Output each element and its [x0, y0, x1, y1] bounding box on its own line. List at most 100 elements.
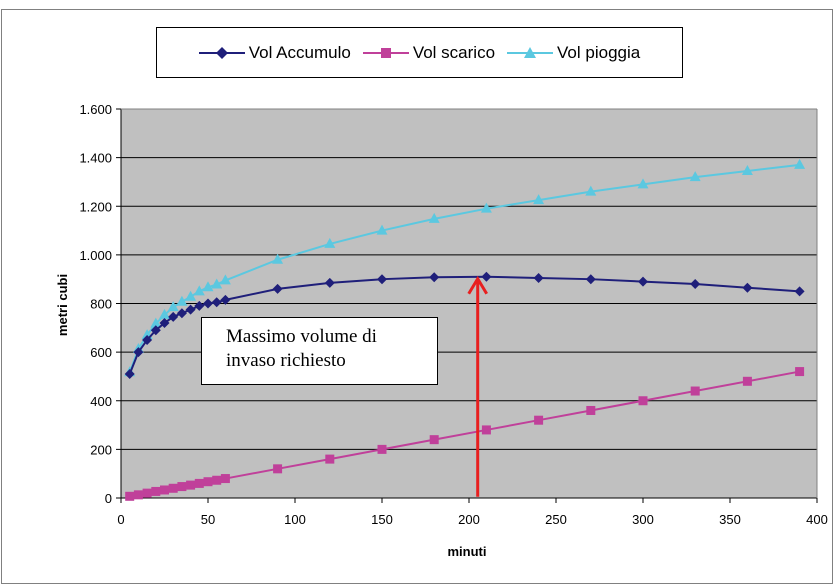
- data-point-0-1: [133, 347, 144, 358]
- data-point-1-14: [377, 444, 387, 454]
- y-tick-label: 1.200: [79, 199, 112, 214]
- y-tick-label: 1.000: [79, 248, 112, 263]
- data-point-0-4: [159, 317, 170, 328]
- data-point-0-8: [194, 300, 205, 311]
- data-point-0-7: [185, 304, 196, 315]
- data-point-0-6: [176, 308, 187, 319]
- annotation-box: Massimo volume di invaso richiesto: [201, 317, 438, 385]
- data-point-0-2: [142, 334, 153, 345]
- data-point-2-19: [637, 178, 649, 189]
- data-point-1-7: [186, 480, 196, 490]
- data-point-2-10: [211, 278, 223, 289]
- data-point-0-15: [429, 272, 440, 283]
- data-point-2-18: [585, 185, 597, 196]
- data-point-1-15: [429, 435, 439, 445]
- data-point-2-12: [272, 253, 284, 264]
- data-point-2-22: [794, 158, 806, 169]
- annotation-arrow-head: [467, 275, 488, 295]
- data-point-0-21: [742, 282, 753, 293]
- data-point-0-0: [124, 369, 135, 380]
- data-point-1-5: [168, 483, 178, 493]
- data-point-0-20: [690, 279, 701, 290]
- data-point-0-10: [211, 297, 222, 308]
- legend-swatch-accumulo: [198, 46, 245, 59]
- data-point-0-19: [638, 276, 648, 287]
- data-point-1-17: [534, 415, 544, 425]
- data-point-2-5: [167, 301, 179, 312]
- data-point-2-8: [193, 285, 205, 296]
- data-point-1-21: [742, 376, 752, 386]
- x-axis-label: minuti: [448, 544, 487, 559]
- x-tick-label: 300: [632, 512, 654, 527]
- data-point-1-6: [177, 482, 187, 492]
- data-point-0-11: [220, 294, 231, 305]
- x-tick-label: 0: [117, 512, 124, 527]
- data-point-0-14: [377, 274, 387, 285]
- legend: Vol Accumulo Vol scarico Vol pioggia: [156, 27, 683, 78]
- x-tick-label: 250: [545, 512, 567, 527]
- y-axis-label: metri cubi: [55, 274, 70, 336]
- data-point-1-4: [160, 485, 169, 495]
- data-point-2-15: [428, 212, 440, 223]
- y-tick-label: 0: [105, 491, 112, 506]
- data-point-2-16: [480, 202, 492, 213]
- data-point-2-7: [185, 290, 197, 301]
- x-tick-label: 150: [371, 512, 393, 527]
- data-point-1-10: [212, 475, 222, 485]
- data-point-1-1: [133, 490, 143, 500]
- y-tick-label: 1.600: [79, 102, 112, 117]
- legend-swatch-scarico: [362, 47, 409, 58]
- data-point-2-14: [376, 224, 388, 235]
- y-tick-label: 400: [90, 394, 112, 409]
- data-point-1-22: [795, 367, 805, 377]
- legend-label-accumulo: Vol Accumulo: [248, 42, 351, 62]
- legend-label-pioggia: Vol pioggia: [557, 42, 641, 62]
- data-point-2-11: [219, 274, 231, 285]
- data-point-0-12: [272, 283, 283, 294]
- data-point-2-17: [533, 194, 545, 205]
- data-point-1-8: [194, 478, 204, 488]
- data-point-0-3: [150, 325, 161, 336]
- annotation-line-2: invaso richiesto: [226, 350, 346, 371]
- y-tick-label: 200: [90, 442, 112, 457]
- data-point-1-11: [220, 474, 230, 484]
- data-point-2-9: [202, 281, 214, 292]
- x-tick-label: 50: [201, 512, 215, 527]
- data-point-0-16: [481, 271, 492, 282]
- data-point-1-12: [273, 464, 283, 474]
- data-point-1-19: [638, 396, 648, 406]
- data-point-0-5: [168, 311, 179, 322]
- data-point-2-21: [741, 164, 753, 175]
- data-point-2-6: [176, 295, 188, 306]
- x-tick-label: 400: [806, 512, 828, 527]
- legend-item-scarico: Vol scarico: [362, 42, 496, 63]
- data-point-0-9: [203, 298, 213, 309]
- data-point-1-0: [125, 491, 135, 501]
- data-point-2-3: [150, 317, 162, 328]
- data-point-1-9: [203, 477, 213, 487]
- data-point-1-13: [325, 454, 335, 464]
- y-tick-label: 800: [90, 297, 112, 312]
- x-tick-label: 200: [458, 512, 480, 527]
- legend-label-scarico: Vol scarico: [412, 42, 496, 62]
- annotation-line-1: Massimo volume di: [226, 326, 377, 347]
- x-tick-label: 350: [719, 512, 741, 527]
- data-point-0-18: [585, 274, 596, 285]
- data-point-1-2: [142, 488, 152, 498]
- data-point-2-20: [689, 171, 701, 182]
- data-point-1-16: [481, 425, 491, 435]
- data-point-1-18: [586, 405, 596, 415]
- legend-item-accumulo: Vol Accumulo: [198, 42, 351, 63]
- y-tick-label: 600: [90, 345, 112, 360]
- x-tick-label: 100: [284, 512, 306, 527]
- data-point-2-4: [159, 308, 170, 319]
- legend-swatch-pioggia: [507, 46, 554, 58]
- legend-item-pioggia: Vol pioggia: [507, 43, 640, 63]
- data-point-1-20: [690, 386, 700, 396]
- data-point-2-13: [324, 237, 336, 248]
- data-point-0-22: [794, 286, 805, 297]
- data-point-0-17: [533, 272, 544, 283]
- y-tick-label: 1.400: [79, 151, 112, 166]
- data-point-0-13: [324, 277, 335, 288]
